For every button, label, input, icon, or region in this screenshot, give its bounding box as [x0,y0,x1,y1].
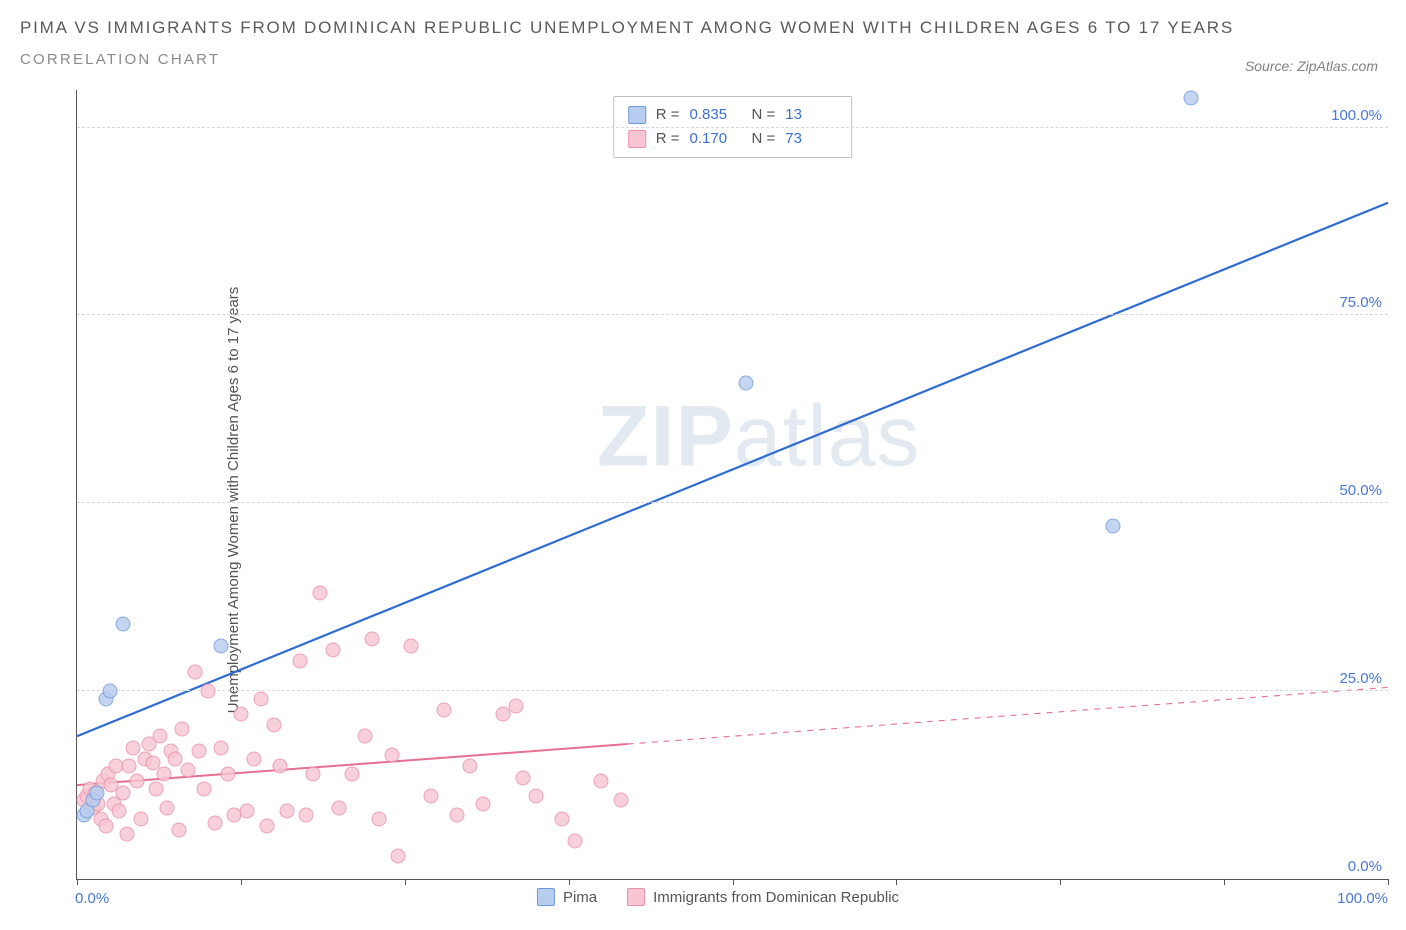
data-point-dr [260,819,275,834]
data-point-dr [391,849,406,864]
data-point-pima [738,376,753,391]
chart-area: Unemployment Among Women with Children A… [48,90,1388,910]
gridline [77,314,1388,315]
data-point-dr [156,766,171,781]
data-point-pima [1105,518,1120,533]
data-point-dr [266,717,281,732]
data-point-dr [299,808,314,823]
data-point-dr [191,744,206,759]
data-point-dr [345,766,360,781]
x-tick [1388,879,1389,885]
data-point-dr [463,759,478,774]
data-point-pima [102,684,117,699]
y-tick-label: 50.0% [1339,482,1382,499]
y-tick-label: 100.0% [1331,107,1382,124]
x-tick [1060,879,1061,885]
data-point-dr [384,748,399,763]
swatch-pima-icon [537,888,555,906]
y-tick-label: 75.0% [1339,294,1382,311]
x-tick-label: 100.0% [1337,890,1388,907]
data-point-dr [119,826,134,841]
data-point-dr [555,811,570,826]
data-point-dr [371,811,386,826]
data-point-dr [305,766,320,781]
x-tick [733,879,734,885]
x-tick [896,879,897,885]
data-point-dr [174,721,189,736]
data-point-dr [273,759,288,774]
y-tick-label: 25.0% [1339,670,1382,687]
x-tick [405,879,406,885]
legend-row-pima: R =0.835 N =13 [628,103,838,127]
data-point-dr [312,586,327,601]
y-tick-label: 0.0% [1348,858,1382,875]
data-point-dr [130,774,145,789]
data-point-dr [476,796,491,811]
data-point-pima [214,639,229,654]
data-point-dr [187,665,202,680]
data-point-dr [614,793,629,808]
legend-label-pima: Pima [563,889,597,906]
data-point-dr [253,691,268,706]
chart-title: PIMA VS IMMIGRANTS FROM DOMINICAN REPUBL… [20,14,1386,41]
x-tick-label: 0.0% [75,890,109,907]
scatter-plot: ZIPatlas R =0.835 N =13 R =0.170 N =73 0… [76,90,1388,880]
gridline [77,690,1388,691]
data-point-dr [515,770,530,785]
data-point-pima [89,785,104,800]
swatch-dr-icon [627,888,645,906]
data-point-dr [568,834,583,849]
data-point-dr [214,740,229,755]
data-point-dr [450,808,465,823]
watermark: ZIPatlas [597,388,920,487]
data-point-dr [122,759,137,774]
gridline [77,502,1388,503]
legend-item-pima: Pima [537,888,597,906]
data-point-dr [115,785,130,800]
data-point-dr [240,804,255,819]
data-point-dr [172,823,187,838]
data-point-dr [98,819,113,834]
data-point-dr [279,804,294,819]
data-point-dr [201,684,216,699]
data-point-dr [148,781,163,796]
swatch-pima [628,106,646,124]
data-point-dr [152,729,167,744]
series-legend: Pima Immigrants from Dominican Republic [537,888,899,906]
data-point-pima [115,616,130,631]
data-point-dr [437,702,452,717]
data-point-dr [325,642,340,657]
x-tick [569,879,570,885]
data-point-dr [423,789,438,804]
data-point-dr [292,654,307,669]
data-point-dr [134,811,149,826]
source-attribution: Source: ZipAtlas.com [1245,58,1378,74]
legend-label-dr: Immigrants from Dominican Republic [653,889,899,906]
gridline [77,127,1388,128]
data-point-dr [404,639,419,654]
x-tick [241,879,242,885]
data-point-dr [594,774,609,789]
data-point-dr [528,789,543,804]
data-point-dr [207,815,222,830]
legend-item-dr: Immigrants from Dominican Republic [627,888,899,906]
data-point-pima [1184,90,1199,105]
data-point-dr [220,766,235,781]
data-point-dr [233,706,248,721]
swatch-dr [628,130,646,148]
data-point-dr [364,631,379,646]
data-point-dr [246,751,261,766]
data-point-dr [160,800,175,815]
data-point-dr [358,729,373,744]
legend-row-dr: R =0.170 N =73 [628,127,838,151]
data-point-dr [332,800,347,815]
data-point-dr [181,763,196,778]
data-point-dr [509,699,524,714]
data-point-dr [168,751,183,766]
chart-subtitle: CORRELATION CHART [20,51,1386,68]
x-tick [77,879,78,885]
data-point-dr [111,804,126,819]
data-point-dr [197,781,212,796]
x-tick [1224,879,1225,885]
